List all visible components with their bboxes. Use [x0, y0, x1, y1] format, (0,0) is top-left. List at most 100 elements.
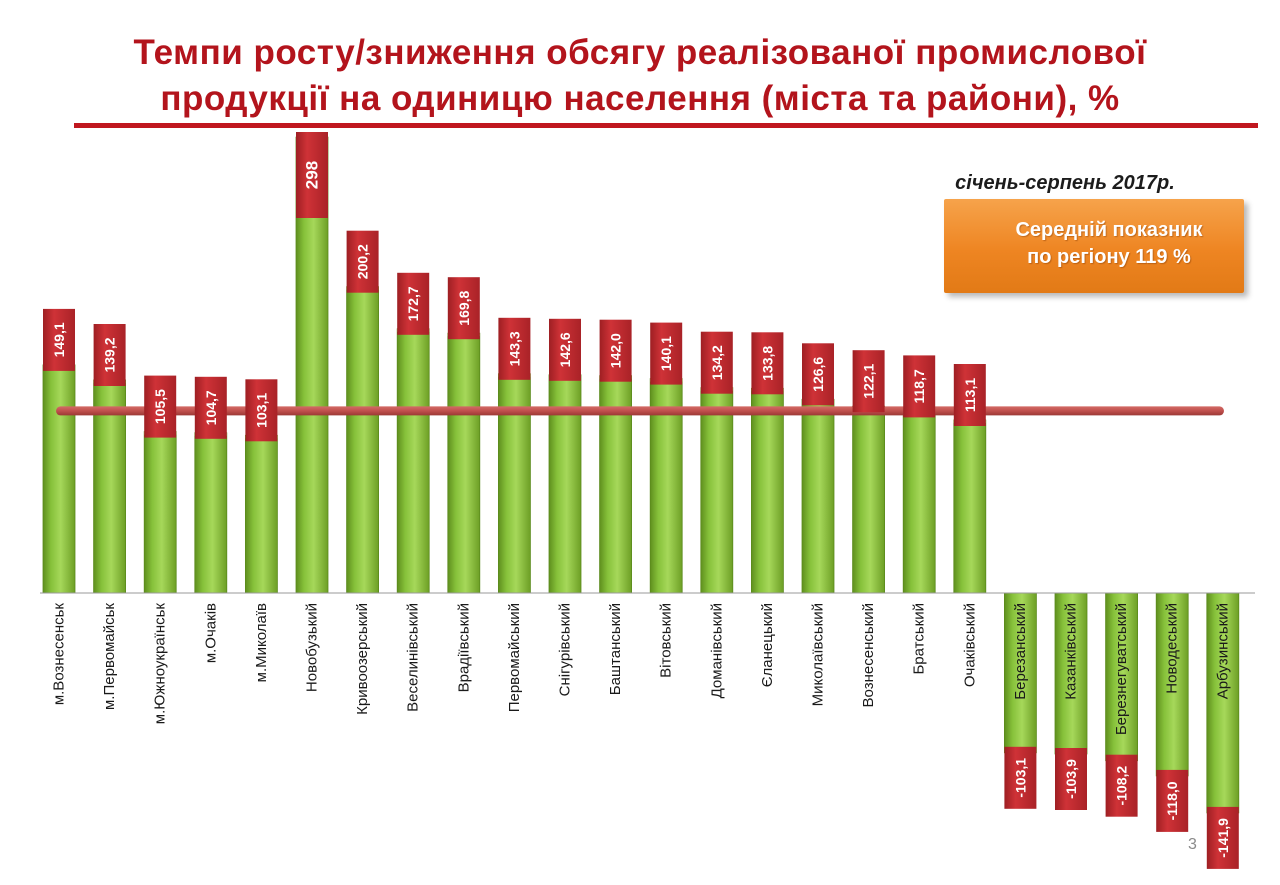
value-label: 139,2: [102, 337, 118, 372]
value-label-box: [43, 308, 75, 371]
value-label-box: [296, 132, 328, 218]
value-label-box: [447, 277, 480, 340]
value-label-box: [599, 319, 632, 382]
value-label-box: [1156, 769, 1189, 832]
chart-title-line-1: Темпи росту/зниження обсягу реалізованої…: [133, 33, 1147, 72]
bar: [700, 387, 734, 594]
category-label: м.Вознесенськ: [51, 603, 68, 706]
title-underline: [74, 123, 1258, 128]
category-label: Доманівський: [708, 603, 725, 698]
category-label: Вознесенський: [860, 603, 877, 707]
category-label: Первомайський: [506, 603, 523, 712]
period-label: січень-серпень 2017р.: [955, 172, 1175, 194]
value-label: 149,1: [51, 322, 67, 357]
value-label: 298: [303, 161, 322, 189]
bar: [93, 379, 126, 594]
category-label: м.Миколаїв: [253, 603, 270, 682]
value-label-box: [953, 364, 986, 426]
category-label: м.Первомайськ: [101, 603, 118, 710]
category-label: м.Южноукраїнськ: [152, 603, 169, 725]
category-label: Арбузинський: [1214, 603, 1231, 699]
category-label: м.Очаків: [202, 603, 219, 663]
value-label: -103,9: [1063, 759, 1079, 799]
value-label-box: [700, 331, 733, 394]
value-label: 142,6: [557, 332, 573, 367]
value-label: -118,0: [1164, 781, 1180, 820]
value-label: 172,7: [405, 286, 421, 321]
bar: [447, 332, 481, 594]
category-label: Врадіївський: [455, 603, 472, 692]
category-label: Братський: [911, 603, 928, 675]
category-label: Снігурівський: [557, 603, 574, 696]
value-label-box: [93, 324, 126, 386]
bar: [42, 364, 76, 594]
value-label: 134,2: [709, 345, 725, 380]
bar: [953, 419, 987, 594]
category-label: Веселинівський: [405, 603, 422, 712]
bar: [1155, 592, 1189, 777]
bar: [396, 328, 430, 594]
category-label: Миколаївський: [810, 603, 827, 706]
category-label: Березнегуватський: [1113, 603, 1130, 735]
value-label: 126,6: [810, 357, 826, 392]
value-label-box: [802, 343, 834, 406]
value-label-box: [903, 355, 936, 418]
value-label: 169,8: [456, 290, 472, 325]
bar: [244, 434, 278, 594]
category-label: Єланецький: [759, 603, 776, 687]
category-label: Березанський: [1012, 603, 1029, 700]
value-label: 143,3: [506, 331, 522, 366]
value-label: 142,0: [608, 333, 624, 368]
value-label: 113,1: [962, 378, 978, 412]
value-label-box: [1055, 748, 1087, 810]
category-label: Очаківський: [961, 603, 978, 687]
value-label: 103,1: [253, 393, 269, 428]
value-label: 104,7: [203, 390, 219, 425]
value-label-box: [144, 375, 177, 438]
value-label: 105,5: [152, 389, 168, 424]
value-label: -103,1: [1012, 758, 1028, 798]
value-label-box: [751, 332, 784, 395]
value-label: 140,1: [658, 336, 674, 371]
value-label-box: [397, 272, 430, 335]
value-label-box: [549, 318, 581, 381]
value-label: 118,7: [911, 369, 927, 403]
bar: [1004, 592, 1037, 754]
category-label: Кривоозерський: [354, 603, 371, 715]
bar: [801, 398, 835, 594]
category-label: Новодеський: [1164, 603, 1181, 694]
chart-title: Темпи росту/зниження обсягу реалізованої…: [0, 30, 1280, 122]
bar: [143, 431, 177, 594]
bar: [751, 387, 784, 594]
average-indicator-line-2: по регіону 119 %: [1027, 246, 1191, 268]
average-reference-line: [56, 406, 1224, 416]
bar: [902, 410, 936, 594]
value-label: 122,1: [861, 363, 877, 398]
category-label: Казанківський: [1063, 603, 1080, 700]
value-label-box: [346, 230, 379, 293]
category-label: Вітовський: [658, 603, 675, 678]
value-label: -141,9: [1215, 818, 1231, 858]
value-label: 133,8: [759, 346, 775, 381]
value-label: -108,2: [1114, 766, 1130, 806]
category-label: Баштанський: [607, 603, 624, 695]
value-label-box: [498, 317, 531, 380]
average-indicator-box: Середній показник по регіону 119 %: [944, 199, 1244, 293]
value-label-box: [194, 376, 227, 439]
value-label-box: [1206, 806, 1239, 869]
value-label: 200,2: [355, 244, 371, 279]
page-number: 3: [1188, 836, 1197, 853]
value-label-box: [245, 379, 278, 442]
value-label-box: [650, 322, 683, 385]
category-label: Новобузький: [304, 603, 321, 692]
bar: [852, 405, 885, 594]
value-label-box: [1004, 746, 1037, 809]
chart-title-line-2: продукції на одиницю населення (міста та…: [160, 79, 1120, 118]
value-label-box: [1105, 754, 1138, 817]
bar: [346, 286, 380, 594]
bar: [194, 432, 228, 594]
value-label-box: [852, 350, 885, 413]
average-indicator-line-1: Середній показник: [1015, 219, 1203, 241]
bar: [1105, 592, 1138, 762]
